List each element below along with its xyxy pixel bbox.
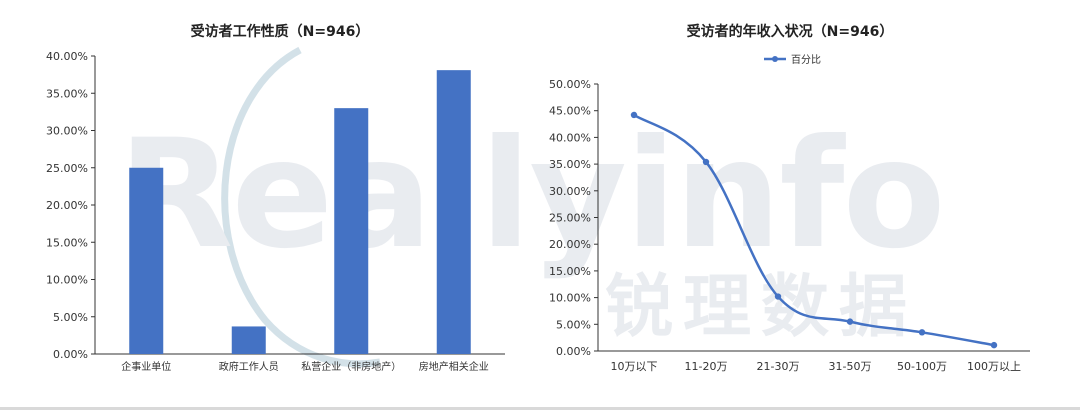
y-tick-label: 35.00%: [46, 87, 88, 100]
x-tick-label: 21-30万: [757, 360, 800, 373]
bar: [129, 167, 164, 354]
y-tick-label: 10.00%: [46, 274, 88, 287]
y-tick-label: 30.00%: [46, 125, 88, 138]
line-chart: 受访者的年收入状况（N=946） 百分比 0.00% 5.00% 10.00% 15.…: [549, 23, 1030, 373]
x-tick-label: 私营企业（非房地产）: [301, 360, 401, 373]
bottom-border: [0, 407, 1080, 410]
y-tick-label: 25.00%: [46, 162, 88, 175]
line-chart-title: 受访者的年收入状况（N=946）: [687, 23, 894, 40]
y-tick-label: 0.00%: [53, 348, 88, 361]
y-tick-label: 50.00%: [549, 78, 591, 91]
x-tick-label: 房地产相关企业: [419, 360, 489, 373]
x-tick-label: 11-20万: [685, 360, 728, 373]
y-tick-label: 5.00%: [53, 311, 88, 324]
bar-chart-title: 受访者工作性质（N=946）: [191, 23, 370, 40]
y-tick-label: 25.00%: [549, 212, 591, 225]
legend-label: 百分比: [791, 54, 821, 66]
y-tick-label: 5.00%: [556, 318, 591, 331]
x-tick-label: 100万以上: [967, 360, 1021, 373]
watermark-brand: Reallyinfo: [118, 108, 944, 282]
y-tick-label: 20.00%: [46, 199, 88, 212]
y-tick-label: 40.00%: [46, 50, 88, 63]
y-tick-label: 0.00%: [556, 345, 591, 358]
x-tick-label: 31-50万: [829, 360, 872, 373]
y-tick-label: 15.00%: [46, 236, 88, 249]
y-tick-label: 40.00%: [549, 131, 591, 144]
watermark: Reallyinfo 锐理数据: [118, 46, 946, 368]
y-tick-label: 15.00%: [549, 265, 591, 278]
bar: [334, 108, 369, 355]
x-tick-label: 企事业单位: [121, 360, 171, 373]
data-point: [774, 293, 782, 300]
legend: 百分比: [764, 54, 821, 66]
bar: [436, 70, 471, 354]
bar-chart: 受访者工作性质（N=946） 0.00% 5.00% 10.00% 15.00% 20.…: [46, 23, 505, 373]
watermark-cn: 锐理数据: [605, 268, 917, 347]
data-point: [702, 158, 710, 166]
x-tick-label: 10万以下: [611, 360, 658, 373]
y-tick-label: 35.00%: [549, 158, 591, 171]
bar: [231, 326, 266, 354]
y-tick-label: 45.00%: [549, 105, 591, 118]
data-point: [846, 318, 854, 325]
y-tick-label: 30.00%: [549, 185, 591, 198]
y-tick-label: 10.00%: [549, 292, 591, 305]
data-point: [918, 329, 926, 336]
x-tick-label: 政府工作人员: [219, 360, 279, 373]
y-tick-label: 20.00%: [549, 238, 591, 251]
x-tick-label: 50-100万: [897, 360, 947, 373]
legend-point-marker: [772, 56, 778, 62]
data-point: [990, 341, 998, 349]
watermark-swoosh: [221, 46, 381, 368]
data-point: [630, 111, 638, 119]
